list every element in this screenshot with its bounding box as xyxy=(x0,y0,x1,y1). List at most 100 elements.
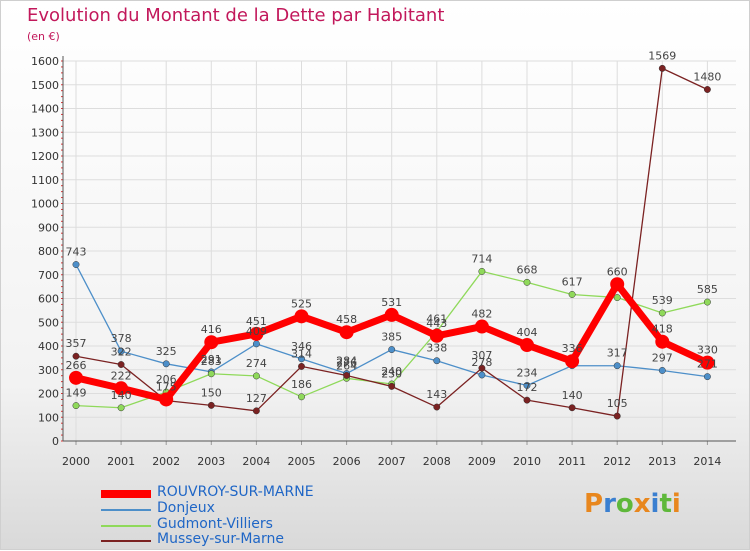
data-point-donjeux xyxy=(613,362,621,370)
data-point-rouvroy-sur-marne xyxy=(700,355,715,370)
data-point-rouvroy-sur-marne xyxy=(520,338,534,353)
y-tick-label: 800 xyxy=(38,245,59,258)
data-label-mussey-sur-marne: 127 xyxy=(246,392,267,405)
data-point-donjeux xyxy=(252,340,260,348)
data-label-mussey-sur-marne: 276 xyxy=(336,356,357,369)
y-tick-label: 700 xyxy=(38,269,59,282)
data-label-rouvroy-sur-marne: 266 xyxy=(66,359,87,372)
data-label-gudmont-villiers: 264 xyxy=(336,359,357,372)
data-point-gudmont-villiers xyxy=(658,309,666,317)
data-point-mussey-sur-marne xyxy=(433,403,441,411)
data-point-gudmont-villiers xyxy=(703,298,711,306)
x-tick-label: 2007 xyxy=(378,455,406,468)
data-label-mussey-sur-marne: 140 xyxy=(562,389,583,402)
data-label-mussey-sur-marne: 307 xyxy=(471,349,492,362)
data-point-gudmont-villiers xyxy=(207,370,215,378)
data-label-donjeux: 409 xyxy=(246,325,267,338)
y-tick-label: 1300 xyxy=(31,126,59,139)
legend-swatch-mussey xyxy=(101,540,151,542)
data-label-rouvroy-sur-marne: 443 xyxy=(426,317,447,330)
data-point-donjeux xyxy=(162,360,170,368)
data-point-rouvroy-sur-marne xyxy=(384,307,399,322)
x-tick-label: 2002 xyxy=(152,455,180,468)
data-label-gudmont-villiers: 186 xyxy=(291,378,312,391)
chart-subtitle: (en €) xyxy=(27,30,60,43)
data-point-rouvroy-sur-marne xyxy=(114,381,129,396)
data-point-donjeux xyxy=(478,371,486,379)
data-point-rouvroy-sur-marne xyxy=(69,370,83,385)
y-tick-label: 400 xyxy=(38,340,59,353)
data-point-gudmont-villiers xyxy=(568,291,576,298)
y-tick-label: 1400 xyxy=(31,103,59,116)
data-label-mussey-sur-marne: 1569 xyxy=(648,49,676,62)
x-tick-label: 2009 xyxy=(468,455,496,468)
data-point-donjeux xyxy=(433,357,441,365)
data-label-rouvroy-sur-marne: 531 xyxy=(381,296,402,309)
data-label-donjeux: 284 xyxy=(336,355,357,368)
data-point-mussey-sur-marne xyxy=(117,361,125,368)
data-point-donjeux xyxy=(703,373,711,381)
data-label-donjeux: 338 xyxy=(426,342,447,355)
x-tick-label: 2000 xyxy=(62,455,90,468)
x-tick-label: 2010 xyxy=(513,455,541,468)
data-point-donjeux xyxy=(388,346,396,354)
y-tick-label: 500 xyxy=(38,316,59,329)
legend-swatch-rouvroy xyxy=(101,490,151,498)
y-tick-label: 1500 xyxy=(31,79,59,92)
data-label-gudmont-villiers: 274 xyxy=(246,357,267,370)
data-point-gudmont-villiers xyxy=(478,267,486,275)
data-point-mussey-sur-marne xyxy=(568,404,576,412)
y-tick-label: 0 xyxy=(52,435,59,448)
legend-item-gudmont: Gudmont-Villiers xyxy=(101,516,361,534)
data-label-rouvroy-sur-marne: 175 xyxy=(156,380,177,393)
y-tick-label: 1600 xyxy=(31,55,59,68)
x-tick-label: 2013 xyxy=(648,455,676,468)
x-tick-label: 2011 xyxy=(558,455,586,468)
data-point-mussey-sur-marne xyxy=(252,407,260,415)
data-label-gudmont-villiers: 714 xyxy=(471,252,492,265)
y-tick-label: 200 xyxy=(38,388,59,401)
legend-swatch-gudmont xyxy=(101,525,151,527)
y-tick-label: 900 xyxy=(38,221,59,234)
data-label-gudmont-villiers: 539 xyxy=(652,294,673,307)
x-tick-label: 2004 xyxy=(242,455,270,468)
y-tick-label: 1200 xyxy=(31,150,59,163)
data-label-donjeux: 297 xyxy=(652,351,673,364)
data-point-mussey-sur-marne xyxy=(72,352,80,360)
data-label-rouvroy-sur-marne: 336 xyxy=(562,342,583,355)
data-label-gudmont-villiers: 206 xyxy=(156,373,177,386)
data-point-mussey-sur-marne xyxy=(613,412,621,420)
data-point-rouvroy-sur-marne xyxy=(339,325,354,340)
legend-item-mussey: Mussey-sur-Marne xyxy=(101,531,361,549)
data-label-mussey-sur-marne: 105 xyxy=(607,397,628,410)
data-label-mussey-sur-marne: 322 xyxy=(111,346,132,359)
x-tick-label: 2008 xyxy=(423,455,451,468)
data-point-rouvroy-sur-marne xyxy=(474,319,489,334)
data-point-donjeux xyxy=(298,355,305,363)
data-label-gudmont-villiers: 617 xyxy=(562,275,583,288)
data-point-rouvroy-sur-marne xyxy=(655,334,670,349)
legend-label-gudmont: Gudmont-Villiers xyxy=(157,516,273,532)
data-point-mussey-sur-marne xyxy=(478,364,486,372)
data-point-rouvroy-sur-marne xyxy=(294,309,309,324)
data-label-rouvroy-sur-marne: 418 xyxy=(652,323,673,336)
data-label-mussey-sur-marne: 1480 xyxy=(693,71,721,84)
data-point-gudmont-villiers xyxy=(298,393,305,401)
data-label-rouvroy-sur-marne: 416 xyxy=(201,323,222,336)
data-label-gudmont-villiers: 283 xyxy=(201,355,222,368)
legend-label-rouvroy: ROUVROY-SUR-MARNE xyxy=(157,484,314,500)
data-point-donjeux xyxy=(117,347,125,355)
data-point-mussey-sur-marne xyxy=(388,382,396,390)
y-tick-label: 300 xyxy=(38,364,59,377)
legend-label-donjeux: Donjeux xyxy=(157,500,215,516)
data-point-donjeux xyxy=(658,367,666,374)
data-point-rouvroy-sur-marne xyxy=(204,335,219,350)
data-label-rouvroy-sur-marne: 404 xyxy=(517,326,538,339)
data-point-donjeux xyxy=(523,381,531,389)
x-tick-label: 2001 xyxy=(107,455,135,468)
data-point-rouvroy-sur-marne xyxy=(610,277,625,292)
data-point-rouvroy-sur-marne xyxy=(565,354,580,369)
data-label-donjeux: 317 xyxy=(607,347,628,360)
data-label-mussey-sur-marne: 230 xyxy=(381,367,402,380)
